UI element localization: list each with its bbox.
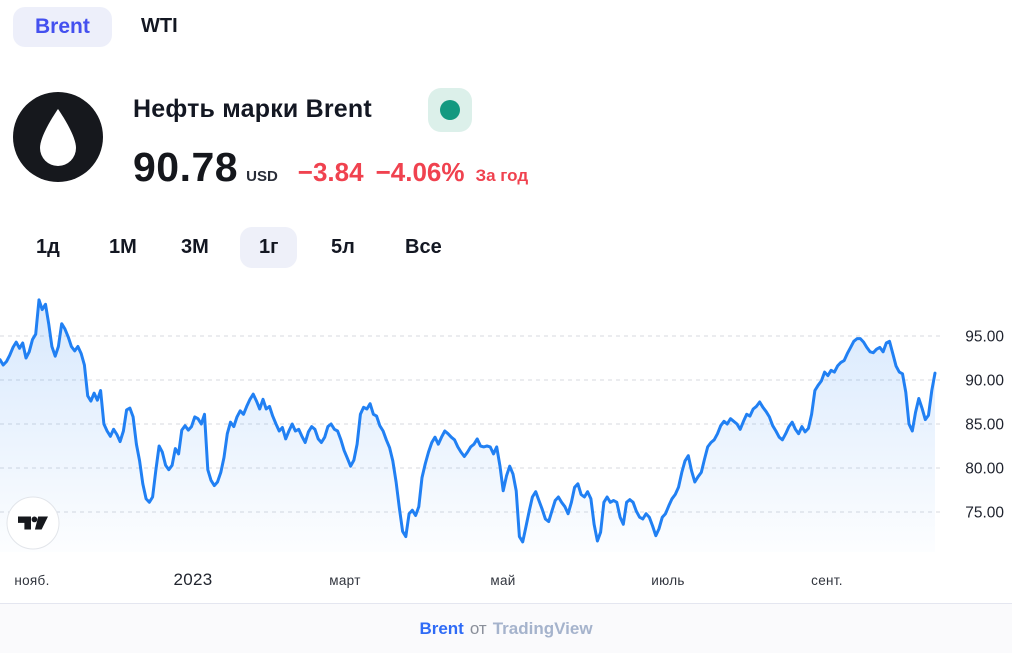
range-all[interactable]: Все: [405, 236, 442, 258]
range-1m[interactable]: 1M: [109, 236, 137, 258]
range-1d[interactable]: 1д: [36, 236, 60, 258]
price-currency: USD: [246, 168, 278, 185]
x-axis-label: нояб.: [14, 573, 49, 588]
price-row: 90.78 USD −3.84 −4.06% За год: [133, 144, 528, 191]
range-5y[interactable]: 5л: [331, 236, 355, 258]
attribution-connector: от: [469, 618, 487, 638]
price-line: [0, 298, 937, 544]
x-axis-labels: нояб. 2023 март май июль сент.: [14, 570, 842, 589]
y-axis-label: 95.00: [965, 329, 1004, 346]
market-status-badge: [428, 88, 472, 132]
y-axis-label: 85.00: [965, 417, 1004, 434]
attribution-symbol-link[interactable]: Brent: [419, 618, 464, 638]
x-axis-label: июль: [651, 573, 684, 588]
x-axis-label: май: [490, 573, 515, 588]
chart-section: 95.00 90.00 85.00 80.00 75.00 нояб. 2023 март м…: [0, 289, 1012, 601]
x-axis-label: 2023: [173, 570, 212, 589]
price-change-abs: −3.84: [297, 157, 364, 187]
range-1y-selected[interactable]: 1г: [240, 227, 298, 268]
y-axis-label: 80.00: [965, 461, 1004, 478]
oil-drop-icon: [13, 92, 103, 182]
attribution-brand-link[interactable]: TradingView: [492, 618, 593, 638]
price-chart-canvas[interactable]: 95.00 90.00 85.00 80.00 75.00 нояб. 2023 март м…: [0, 289, 1012, 601]
price-value: 90.78: [133, 144, 239, 190]
price-change-period: За год: [475, 166, 529, 185]
tab-wti[interactable]: WTI: [141, 15, 178, 37]
price-change-pct: −4.06%: [375, 157, 465, 187]
instrument-title-row: Нефть марки Brent: [133, 95, 372, 124]
y-axis-label: 90.00: [965, 373, 1004, 390]
status-dot-icon: [440, 100, 460, 120]
range-3m[interactable]: 3M: [181, 236, 209, 258]
symbol-tabbar: Brent WTI: [0, 0, 1012, 60]
instrument-title: Нефть марки Brent: [133, 95, 372, 123]
x-axis-label: март: [329, 573, 360, 588]
price-area-fill: [0, 299, 935, 552]
y-axis-labels: 95.00 90.00 85.00 80.00 75.00: [965, 329, 1004, 522]
tab-brent[interactable]: Brent: [13, 7, 112, 47]
attribution-footer: Brent от TradingView: [0, 603, 1012, 653]
tradingview-logo-glyph: [18, 516, 48, 530]
tradingview-logo[interactable]: [6, 496, 60, 550]
x-axis-label: сент.: [811, 573, 843, 588]
y-axis-label: 75.00: [965, 505, 1004, 522]
range-selector: 1д 1M 3M 1г 5л Все: [0, 227, 1012, 271]
